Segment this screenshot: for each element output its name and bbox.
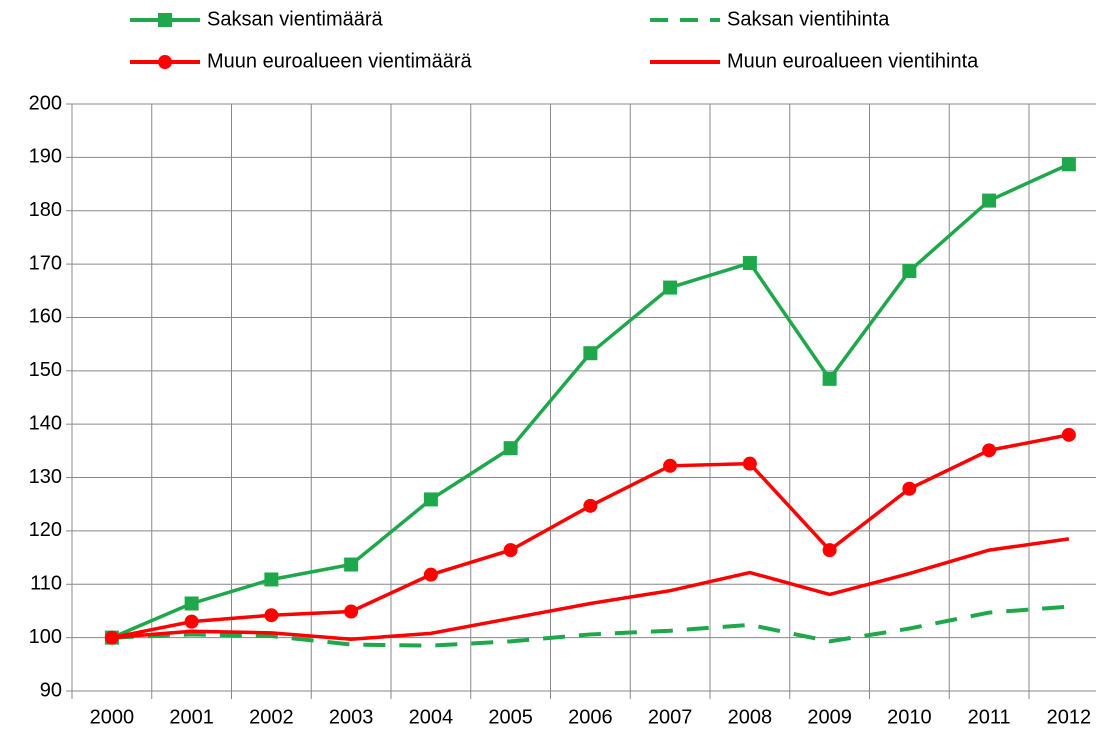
- data-point: [264, 572, 279, 587]
- y-tick-label: 120: [29, 519, 62, 541]
- data-point: [423, 567, 438, 582]
- data-point: [344, 604, 359, 619]
- y-tick-label: 200: [29, 92, 62, 114]
- y-tick-label: 130: [29, 466, 62, 488]
- series-line: [111, 162, 1070, 640]
- series-line: [111, 537, 1070, 641]
- data-point: [503, 543, 518, 558]
- y-tick-label: 160: [29, 306, 62, 328]
- data-point: [583, 498, 598, 513]
- legend-label: Saksan vientihinta: [727, 8, 890, 30]
- x-tick-label: 2011: [968, 706, 1011, 728]
- legend-marker: [158, 13, 172, 27]
- x-tick-label: 2005: [488, 706, 533, 728]
- data-point: [742, 456, 757, 471]
- x-tick-label: 2008: [728, 706, 773, 728]
- x-tick-label: 2002: [249, 706, 294, 728]
- y-tick-label: 180: [29, 199, 62, 221]
- data-point: [184, 596, 199, 611]
- series-line: [111, 604, 1070, 648]
- y-tick-label: 190: [29, 146, 62, 168]
- x-tick-label: 2012: [1047, 706, 1092, 728]
- legend-marker: [158, 55, 172, 69]
- data-point: [423, 492, 438, 507]
- data-point: [982, 193, 997, 208]
- data-point: [583, 346, 598, 361]
- data-point: [822, 543, 837, 558]
- x-tick-label: 2004: [409, 706, 454, 728]
- x-tick-label: 2009: [807, 706, 852, 728]
- legend-label: Muun euroalueen vientimäärä: [207, 50, 472, 72]
- y-tick-label: 110: [30, 573, 62, 595]
- legend-label: Saksan vientimäärä: [207, 8, 384, 30]
- x-tick-label: 2010: [887, 706, 932, 728]
- data-point: [1061, 157, 1076, 172]
- legend-label: Muun euroalueen vientihinta: [727, 50, 979, 72]
- data-point: [663, 458, 678, 473]
- data-point: [902, 264, 917, 279]
- data-point: [663, 280, 678, 295]
- x-tick-label: 2006: [568, 706, 613, 728]
- data-point: [503, 441, 518, 456]
- x-tick-label: 2003: [329, 706, 374, 728]
- x-tick-label: 2007: [648, 706, 693, 728]
- y-tick-label: 90: [40, 679, 62, 701]
- y-tick-label: 100: [29, 626, 62, 648]
- data-point: [982, 443, 997, 458]
- x-tick-label: 2001: [169, 706, 214, 728]
- y-tick-label: 140: [29, 412, 62, 434]
- data-point: [264, 608, 279, 623]
- series-line: [111, 433, 1070, 640]
- y-tick-label: 170: [29, 252, 62, 274]
- y-tick-label: 150: [29, 359, 62, 381]
- data-point: [902, 481, 917, 496]
- data-point: [822, 371, 837, 386]
- data-point: [184, 614, 199, 629]
- data-point: [742, 256, 757, 271]
- data-point: [344, 557, 359, 572]
- data-point: [1061, 427, 1076, 442]
- x-tick-label: 2000: [90, 706, 135, 728]
